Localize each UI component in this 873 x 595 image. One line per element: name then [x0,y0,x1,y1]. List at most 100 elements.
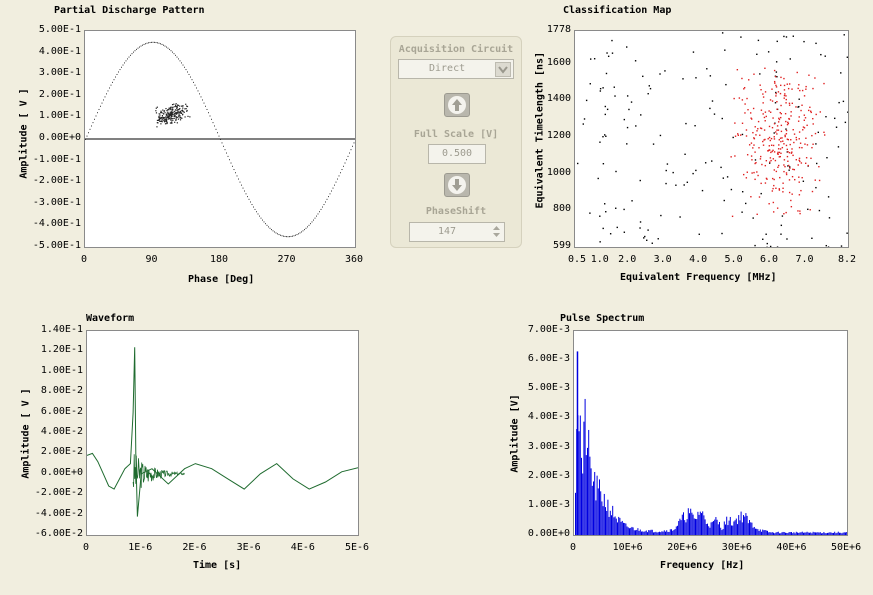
ps-bar [635,530,636,535]
cm-point-red [764,164,767,167]
pd-sine-point [353,142,355,144]
arrow-up-icon [448,96,466,114]
cm-point-red [746,171,748,173]
cm-point-red [782,191,784,193]
cm-point-red [774,82,776,84]
cm-point-red [798,131,801,133]
cm-point-red [737,133,739,135]
cm-point-black [602,87,604,89]
pd-sine-point [238,178,239,180]
pd-pulse-point [184,116,186,118]
pd-sine-point [347,155,349,157]
pd-pulse-point [168,112,170,114]
ps-bar [594,471,596,535]
pd-sine-point [122,64,124,66]
cm-point-red [759,158,762,160]
pd-pulse-point [167,118,169,120]
phase-shift-stepper[interactable]: 147 [409,222,505,242]
cm-point-red [767,150,769,152]
cm-point-red [799,142,802,144]
cm-point-black [815,143,817,145]
cm-point-red [806,144,809,146]
cm-point-black [607,55,610,58]
cm-point-black [657,238,659,240]
ps-bar [746,515,748,535]
cm-point-black [643,237,645,239]
pd-sine-point [215,128,217,130]
full-scale-field[interactable]: 0.500 [428,144,486,164]
cm-point-black [798,98,800,100]
cm-point-red [753,144,755,146]
pd-pulse-point [171,110,173,112]
dropdown-arrow-icon[interactable] [495,62,511,77]
cm-point-red [792,168,794,171]
ps-plot-area [573,330,848,536]
cm-point-black [695,169,697,172]
wf-y-tick: -2.00E-2 [34,487,83,499]
pd-sine-point [259,215,260,217]
cm-point-red [781,137,783,139]
pd-sine-point [290,235,292,237]
pd-pulse-point [180,117,182,119]
ps-bar [662,531,664,535]
cm-x-tick: 1.0 [590,254,609,265]
cm-point-red [767,138,769,140]
cm-point-red [754,126,756,128]
cm-point-black [672,171,674,174]
cm-point-red [776,125,779,127]
stepper-arrows-icon[interactable] [491,224,502,239]
pd-sine-point [245,193,247,195]
ps-bar [771,532,773,535]
cm-point-red [733,97,735,100]
pd-sine-point [107,90,109,92]
pd-sine-point [86,135,88,137]
wf-y-tick: 1.20E-1 [40,344,83,356]
ps-bar [709,527,711,535]
cm-point-red [785,133,788,135]
pd-sine-point [223,145,224,147]
ps-bar [639,529,641,535]
ps-bar [705,523,707,535]
cm-point-red [734,135,737,137]
cm-point-black [611,52,614,54]
pd-x-tick: 180 [210,254,229,265]
cm-point-red [783,89,786,91]
pd-pulse-point [166,122,168,125]
pd-pulse-point [167,109,169,111]
pd-pulse-point [169,109,171,111]
pd-sine-point [268,226,269,228]
cm-point-red [756,213,758,216]
ps-bar [669,529,671,535]
scale-down-button[interactable] [444,173,470,197]
cm-point-red [799,212,801,215]
cm-point-red [750,155,753,157]
pd-pulse-point [169,111,171,113]
cm-x-tick: 2.0 [618,254,637,265]
ps-bar [609,510,611,535]
pd-pulse-point [161,121,163,123]
wf-y-tick: 6.00E-2 [40,405,83,417]
cm-point-red [780,152,782,155]
cm-point-black [776,40,778,43]
cm-point-red [776,133,778,135]
pd-pulse-point [156,126,158,128]
pd-pulse-point [180,112,182,114]
acquisition-circuit-select[interactable]: Direct [398,59,514,79]
cm-point-red [762,140,764,143]
pd-pulse-point [156,119,159,122]
pd-sine-point [265,223,266,225]
cm-point-red [742,173,745,176]
pd-pulse-point [168,115,170,117]
ps-bar [727,525,729,535]
pd-pulse-point [178,113,180,115]
cm-point-black [781,215,784,217]
ps-bar [686,519,688,535]
scale-up-button[interactable] [444,93,470,117]
pd-pulse-point [163,120,165,122]
cm-point-black [834,117,836,120]
pd-pulse-point [186,110,188,112]
ps-bar [813,532,815,535]
cm-point-black [776,76,778,78]
pd-sine-point [316,215,317,217]
cm-point-red [753,137,755,139]
